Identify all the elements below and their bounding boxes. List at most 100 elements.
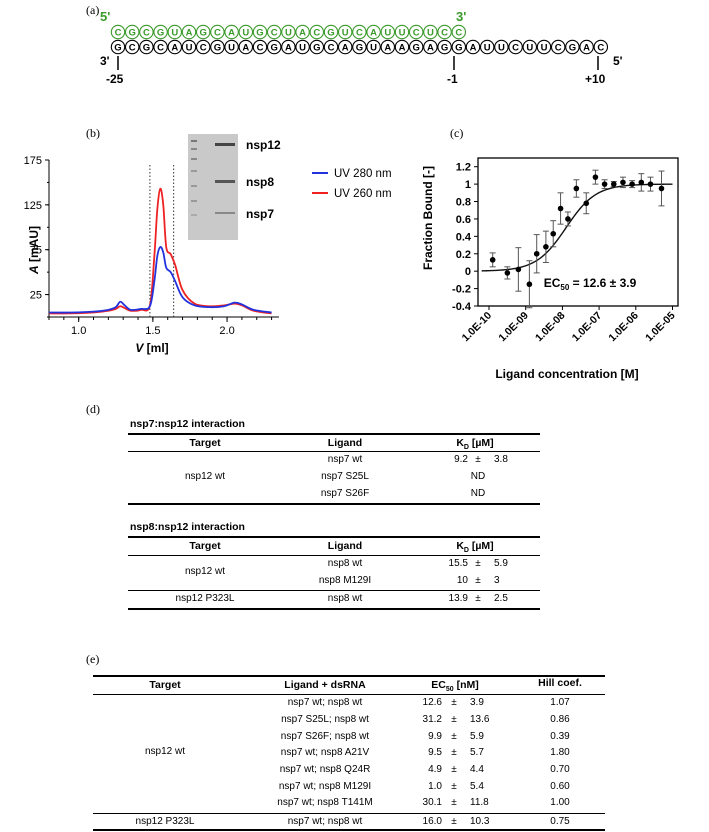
nucleotide-letter: A (470, 43, 477, 54)
nucleotide-letter: A (186, 28, 193, 39)
top-strand-3-prime-label: 3' (456, 9, 466, 24)
nucleotide-letter: U (370, 43, 377, 54)
nucleotide-letter: U (186, 43, 193, 54)
table-rule (128, 590, 540, 591)
table-rule (128, 451, 540, 452)
sec-y-tick-label: 25 (30, 290, 42, 302)
nucleotide-circle (437, 24, 452, 40)
nucleotide-letter: C (313, 28, 320, 39)
gel-label-nsp12: nsp12 (246, 138, 281, 152)
nucleotide-letter: U (484, 43, 491, 54)
kd-ligand-cell: nsp8 M129I (318, 575, 372, 586)
sec-y-tick-label: 75 (30, 245, 42, 257)
kd-header-target: Target (189, 540, 221, 552)
nucleotide-letter: G (441, 43, 448, 54)
gel-label-nsp7: nsp7 (246, 207, 274, 221)
binding-data-point (620, 179, 626, 186)
ec50-pm-cell: ± (451, 697, 457, 708)
binding-data-point (592, 174, 599, 180)
table-rule (128, 555, 540, 556)
sec-y-axis-label: A [mAU] (27, 226, 41, 275)
ec50-ligand-cell: nsp7 wt; nsp8 T141M (277, 797, 373, 808)
nucleotide-letter: G (455, 43, 462, 54)
ec50-hill-cell: 0.86 (550, 714, 570, 725)
nucleotide-circle (295, 39, 310, 55)
nucleotide-letter: G (356, 43, 363, 54)
gel-marker-band (191, 158, 197, 160)
binding-y-tick-label: 0.4 (456, 231, 472, 243)
binding-data-point (573, 185, 580, 192)
kd-ligand-cell: nsp8 wt (327, 593, 363, 604)
nucleotide-letter: A (228, 28, 235, 39)
table-rule (128, 536, 540, 538)
gel-band-nsp12 (215, 143, 235, 146)
panel-label-e: (e) (86, 652, 100, 666)
nucleotide-circle (252, 24, 268, 40)
kd-ligand-cell: nsp7 S26F (320, 488, 370, 499)
kd-target-cell: nsp12 wt (184, 471, 226, 482)
nucleotide-letter: C (143, 28, 150, 39)
nucleotide-circle (337, 39, 353, 55)
ec50-hill-cell: 0.60 (550, 781, 570, 792)
ec50-pm-cell: ± (451, 764, 457, 775)
ec50-ligand-cell: nsp7 wt; nsp8 M129I (278, 781, 372, 792)
ec50-hill-cell: 1.00 (550, 797, 570, 808)
nucleotide-circle (408, 39, 424, 55)
ec50-error-cell: 11.8 (470, 797, 489, 808)
kd-header-ligand: Ligand (327, 437, 363, 449)
ec50-value-cell: 31.2 (422, 714, 442, 725)
panel-label-a: (a) (86, 3, 100, 17)
kd-header-kd: KD [µM] (456, 437, 494, 452)
gel-marker-band (191, 185, 197, 187)
binding-data-point (610, 181, 617, 187)
nucleotide-circle (210, 39, 225, 55)
nucleotide-letter: G (313, 43, 320, 54)
nucleotide-letter: U (427, 28, 434, 39)
ec50-header-ligand: Ligand + dsRNA (284, 679, 366, 691)
position-label-plus10: +10 (585, 72, 606, 86)
nucleotide-letter: U (299, 43, 306, 54)
nucleotide-letter: U (384, 28, 391, 39)
ec50-error-cell: 10.3 (470, 816, 490, 827)
nucleotide-circle (124, 24, 140, 40)
table-rule (128, 503, 540, 505)
nucleotide-letter: G (214, 43, 221, 54)
nucleotide-letter: A (399, 43, 406, 54)
nucleotide-circle (252, 39, 268, 55)
nucleotide-circle (437, 39, 452, 55)
ec50-hill-cell: 1.07 (550, 697, 570, 708)
kd-header-kd: KD [µM] (456, 540, 494, 555)
ec50-hill-cell: 1.80 (550, 747, 570, 758)
kd-pm-cell: ± (475, 575, 481, 586)
ec50-value-cell: 9.5 (428, 747, 442, 758)
nucleotide-circle (153, 39, 168, 55)
binding-curve-chart: -0.4-0.200.20.40.60.811.21.0E-10 1.0E-09 1… (421, 157, 679, 381)
binding-y-tick-label: -0.2 (452, 284, 471, 296)
binding-data-point (647, 181, 654, 187)
nucleotide-circle (224, 24, 239, 40)
table-rule (93, 813, 605, 814)
nucleotide-circle (593, 39, 609, 55)
binding-x-tick-label: 1.0E-09 (496, 310, 531, 345)
nucleotide-letter: C (555, 43, 562, 54)
ec50-error-cell: 4.4 (470, 764, 484, 775)
panel-label-c: (c) (450, 126, 464, 140)
binding-y-tick-label: -0.4 (452, 301, 472, 313)
series-uv280-line (48, 246, 272, 314)
nucleotide-letter: A (299, 28, 306, 39)
gel-inset (188, 134, 238, 240)
nucleotide-circle (195, 39, 211, 55)
ec50-value-cell: 16.0 (422, 816, 442, 827)
binding-x-tick-label: 1.0E-05 (643, 310, 678, 345)
binding-data-point (583, 200, 590, 207)
binding-plot-frame (477, 157, 679, 307)
sec-x-tick-label: 1.5 (145, 325, 160, 337)
kd-section-title: nsp8:nsp12 interaction (130, 521, 245, 533)
kd-nd-cell: ND (470, 471, 486, 482)
nucleotide-letter: G (413, 43, 420, 54)
nucleotide-circle (281, 39, 296, 55)
nucleotide-letter: U (498, 43, 505, 54)
nucleotide-letter: U (399, 28, 406, 39)
ec50-ligand-cell: nsp7 S25L; nsp8 wt (281, 714, 369, 725)
nucleotide-circle (522, 39, 538, 55)
